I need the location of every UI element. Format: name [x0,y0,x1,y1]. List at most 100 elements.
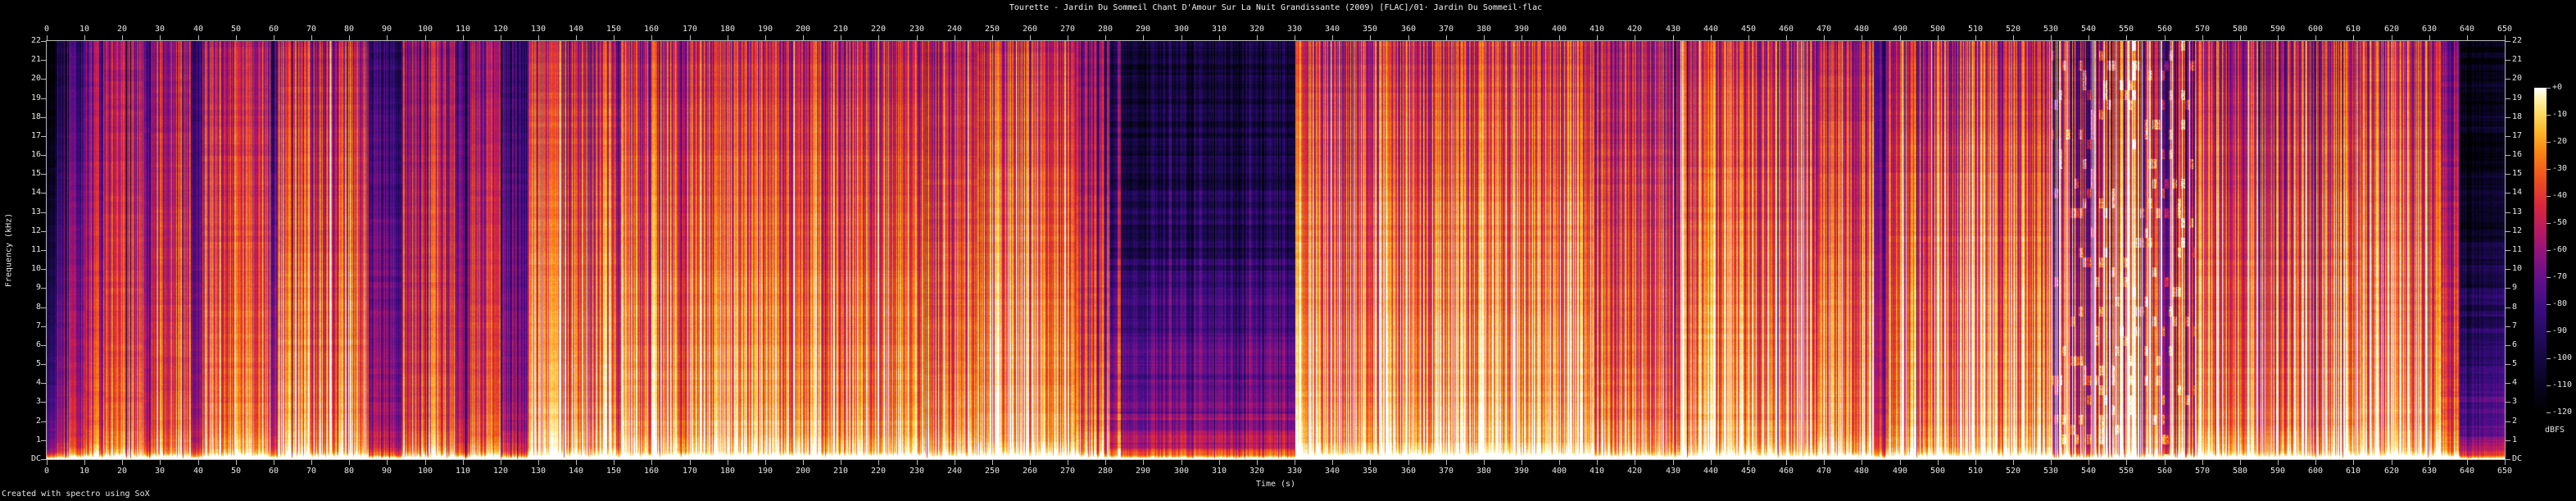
db-tick-label: -30 [2552,164,2568,173]
time-tick-mark [236,35,237,40]
freq-tick-label: 6 [35,340,41,349]
freq-tick-mark [2506,79,2510,80]
freq-tick-label: 22 [30,36,41,45]
time-tick-label: 190 [757,25,773,34]
db-tick-label: -50 [2552,218,2568,227]
time-tick-label: 620 [2383,25,2400,34]
freq-tick-label: 4 [35,378,41,387]
time-tick-label: 380 [1476,25,1492,34]
freq-tick-label: 21 [2512,55,2523,64]
time-tick-label: 390 [1513,467,1530,476]
time-tick-label: 210 [832,25,849,34]
freq-tick-mark [41,193,46,194]
db-tick-mark [2547,88,2551,89]
time-tick-mark [2202,35,2203,40]
time-tick-label: 10 [79,25,90,34]
freq-tick-mark [41,307,46,308]
db-tick-label: -120 [2552,408,2573,417]
time-tick-mark [1938,35,1939,40]
time-tick-label: 560 [2156,467,2173,476]
freq-tick-mark [2506,60,2510,61]
time-tick-mark [917,460,918,465]
time-tick-label: 10 [79,467,90,476]
time-tick-mark [2315,460,2316,465]
freq-tick-label: 15 [2512,169,2523,178]
freq-tick-label: 17 [30,131,41,140]
time-tick-label: 220 [870,25,887,34]
freq-tick-label: 10 [30,264,41,273]
time-tick-label: 580 [2232,467,2248,476]
freq-tick-mark [41,250,46,251]
db-tick-mark [2547,142,2551,143]
freq-tick-mark [41,117,46,118]
time-tick-label: 150 [605,25,622,34]
time-tick-mark [690,35,691,40]
time-tick-label: 460 [1778,467,1794,476]
time-tick-mark [2126,460,2127,465]
time-tick-label: 230 [909,467,925,476]
time-tick-mark [198,460,199,465]
time-tick-label: 200 [795,25,811,34]
freq-tick-mark [41,383,46,384]
freq-tick-mark [2506,440,2510,441]
time-tick-label: 130 [530,25,546,34]
colorbar-gradient [2534,88,2547,412]
time-tick-label: 560 [2156,25,2173,34]
freq-tick-mark [41,231,46,232]
time-tick-label: 330 [1286,467,1303,476]
db-tick-mark [2547,331,2551,332]
time-tick-mark [2240,460,2241,465]
db-tick-label: -20 [2552,137,2568,146]
time-tick-label: 500 [1930,467,1946,476]
time-tick-label: 70 [306,25,317,34]
freq-tick-label: 9 [35,283,41,292]
freq-tick-label: 3 [2512,397,2518,406]
time-tick-mark [1824,460,1825,465]
freq-tick-label: 3 [35,397,41,406]
time-tick-mark [2126,35,2127,40]
time-tick-mark [803,460,804,465]
freq-tick-mark [2506,212,2510,213]
time-tick-mark [1559,35,1560,40]
time-tick-mark [1105,35,1106,40]
time-tick-mark [2467,35,2468,40]
freq-tick-label: 18 [2512,112,2523,121]
time-tick-mark [1975,35,1976,40]
time-tick-label: 490 [1892,467,1908,476]
freq-tick-mark [2506,41,2510,42]
time-tick-label: 530 [2043,467,2059,476]
time-tick-mark [576,35,577,40]
time-tick-label: 450 [1740,467,1757,476]
time-tick-label: 50 [230,25,242,34]
time-tick-label: 460 [1778,25,1794,34]
time-tick-label: 440 [1703,467,1719,476]
freq-tick-mark [2506,364,2510,365]
time-tick-label: 90 [381,25,392,34]
freq-tick-label: 19 [30,93,41,102]
freq-tick-mark [2506,345,2510,346]
freq-tick-mark [2506,459,2510,460]
time-tick-label: 380 [1476,467,1492,476]
time-tick-mark [2013,35,2014,40]
time-tick-mark [1900,35,1901,40]
time-tick-label: 210 [832,467,849,476]
time-tick-label: 50 [230,467,242,476]
time-tick-mark [2315,35,2316,40]
db-tick-mark [2547,277,2551,278]
time-tick-label: 0 [43,467,50,476]
time-tick-mark [122,460,123,465]
time-tick-label: 440 [1703,25,1719,34]
time-tick-label: 30 [154,25,166,34]
freq-tick-label: 13 [30,207,41,216]
time-tick-label: 470 [1816,467,1832,476]
freq-tick-label: 1 [2512,435,2518,444]
time-tick-label: 420 [1626,467,1643,476]
time-tick-label: 110 [455,467,471,476]
time-tick-label: 600 [2307,467,2324,476]
time-tick-mark [2429,35,2430,40]
time-tick-mark [1030,35,1031,40]
y-axis-label-text: Frequency (kHz) [4,212,14,288]
freq-tick-mark [2506,231,2510,232]
time-tick-label: 170 [682,25,698,34]
freq-tick-mark [2506,288,2510,289]
